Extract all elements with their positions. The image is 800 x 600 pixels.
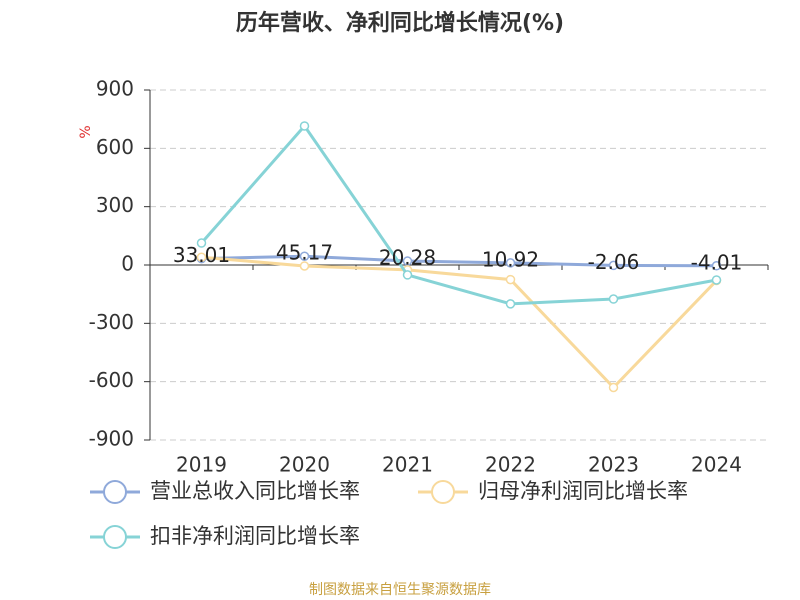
data-point	[505, 258, 516, 268]
data-point	[402, 256, 413, 266]
data-point	[196, 238, 207, 248]
y-unit: %	[78, 125, 94, 138]
legend-label: 扣非净利润同比增长率	[150, 524, 360, 548]
y-tick-label: 0	[121, 252, 134, 276]
legend-label: 营业总收入同比增长率	[150, 479, 360, 503]
data-point	[299, 261, 310, 271]
y-tick-label: -900	[89, 427, 134, 451]
data-point	[608, 260, 619, 271]
data-point	[196, 252, 207, 262]
data-point	[505, 274, 516, 285]
data-point	[402, 270, 413, 280]
data-point	[299, 121, 310, 131]
source-note: 制图数据来自恒生聚源数据库	[309, 582, 491, 598]
chart-title: 历年营收、净利同比增长情况(%)	[236, 10, 564, 36]
y-tick-label: 600	[96, 135, 134, 159]
data-point	[608, 294, 619, 304]
x-tick-label: 2020	[279, 453, 330, 477]
y-tick-label: -600	[89, 368, 134, 392]
data-label: 20.28	[379, 246, 436, 270]
data-label: 33.01	[173, 243, 230, 267]
x-tick-label: 2022	[485, 453, 536, 477]
x-tick-label: 2019	[176, 453, 227, 477]
y-tick-label: 900	[96, 77, 134, 101]
data-point	[711, 275, 722, 285]
legend-label: 归母净利润同比增长率	[478, 479, 688, 503]
data-label: -2.06	[588, 250, 640, 274]
data-label: 10.92	[482, 247, 539, 271]
series-line	[200, 123, 717, 306]
data-point	[711, 261, 722, 271]
y-tick-label: -300	[89, 310, 134, 334]
data-point	[608, 382, 619, 393]
series-line	[201, 254, 717, 268]
data-label: -4.01	[691, 250, 743, 274]
x-tick-label: 2021	[382, 453, 433, 477]
series-line	[201, 255, 718, 390]
x-tick-label: 2024	[691, 453, 742, 477]
legend-marker	[103, 525, 127, 549]
data-point	[299, 251, 310, 261]
x-tick-label: 2023	[588, 453, 639, 477]
y-tick-label: 300	[96, 193, 134, 217]
legend-marker	[431, 480, 455, 504]
data-label: 45.17	[276, 241, 333, 265]
data-point	[505, 299, 516, 309]
legend-marker	[103, 480, 127, 504]
